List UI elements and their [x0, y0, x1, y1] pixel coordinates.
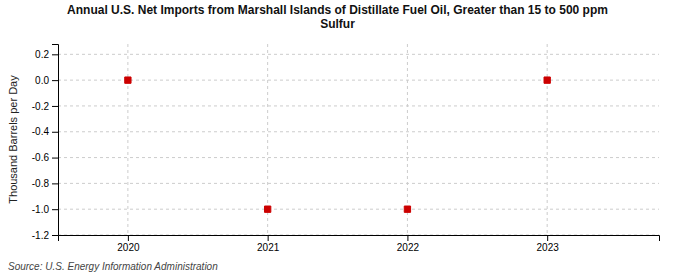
tick-mark [407, 235, 408, 241]
y-axis-title: Thousand Barrels per Day [7, 75, 19, 204]
tick-mark [52, 106, 58, 107]
tick-mark [52, 80, 58, 81]
tick: -0.4 [32, 126, 58, 137]
tick-mark [52, 235, 58, 236]
point [544, 77, 550, 83]
tick-label: 2020 [117, 242, 140, 253]
grid-line [58, 54, 659, 55]
grid-line [127, 44, 128, 235]
tick: 2020 [117, 235, 140, 253]
tick-label: 2021 [257, 242, 280, 253]
point [404, 206, 410, 212]
tick-label: 2022 [397, 242, 420, 253]
tick: -0.2 [32, 101, 58, 112]
tick-label: 0.2 [35, 49, 49, 60]
tick-mark [52, 209, 58, 210]
axis-line [59, 236, 660, 242]
grid-line [547, 44, 548, 235]
tick: -1.0 [32, 204, 58, 215]
tick-label: -0.2 [32, 101, 50, 112]
grid-line [58, 209, 659, 210]
point [264, 206, 270, 212]
tick-label: -0.4 [32, 126, 50, 137]
annotation: Source: U.S. Energy Information Administ… [8, 261, 218, 272]
grid-line [58, 105, 659, 106]
tick-label: -0.6 [32, 152, 50, 163]
point [125, 77, 131, 83]
grid-line [58, 157, 659, 158]
chart: 2020 2021 2022 2023 0.2 0.0 -0.2 -0.4 -0.6 -0.8 -1… [0, 0, 675, 275]
y-axis: 0.2 0.0 -0.2 -0.4 -0.6 -0.8 -1.0 -1.2 [32, 45, 59, 241]
title: Annual U.S. Net Imports from Marshall Is… [67, 3, 608, 31]
grid [58, 44, 659, 235]
plot: 2020 2021 2022 2023 0.2 0.0 -0.2 -0.4 -0.6 -0.8 -1… [32, 44, 660, 253]
tick-label: -1.0 [32, 204, 50, 215]
points [125, 77, 551, 212]
tick: -0.6 [32, 152, 58, 163]
tick: 0.0 [35, 75, 58, 86]
tick: 2023 [537, 235, 560, 253]
tick: 0.2 [35, 49, 58, 60]
tick-mark [52, 183, 58, 184]
grid-line [58, 183, 659, 184]
tick-label: 0.0 [35, 75, 49, 86]
grid-line [58, 131, 659, 132]
tick-label: -0.8 [32, 178, 50, 189]
tick-mark [52, 54, 58, 55]
tick: 2021 [257, 235, 280, 253]
tick-mark [52, 158, 58, 159]
x-axis: 2020 2021 2022 2023 [59, 235, 660, 253]
axis-line [52, 45, 59, 236]
tick: -0.8 [32, 178, 58, 189]
tick-mark [268, 235, 269, 241]
grid-line [58, 80, 659, 81]
tick-label: 2023 [537, 242, 560, 253]
tick-mark [128, 235, 129, 241]
tick-label: -1.2 [32, 230, 50, 241]
tick: -1.2 [32, 230, 58, 241]
tick-mark [547, 235, 548, 241]
tick-mark [52, 132, 58, 133]
tick: 2022 [397, 235, 420, 253]
